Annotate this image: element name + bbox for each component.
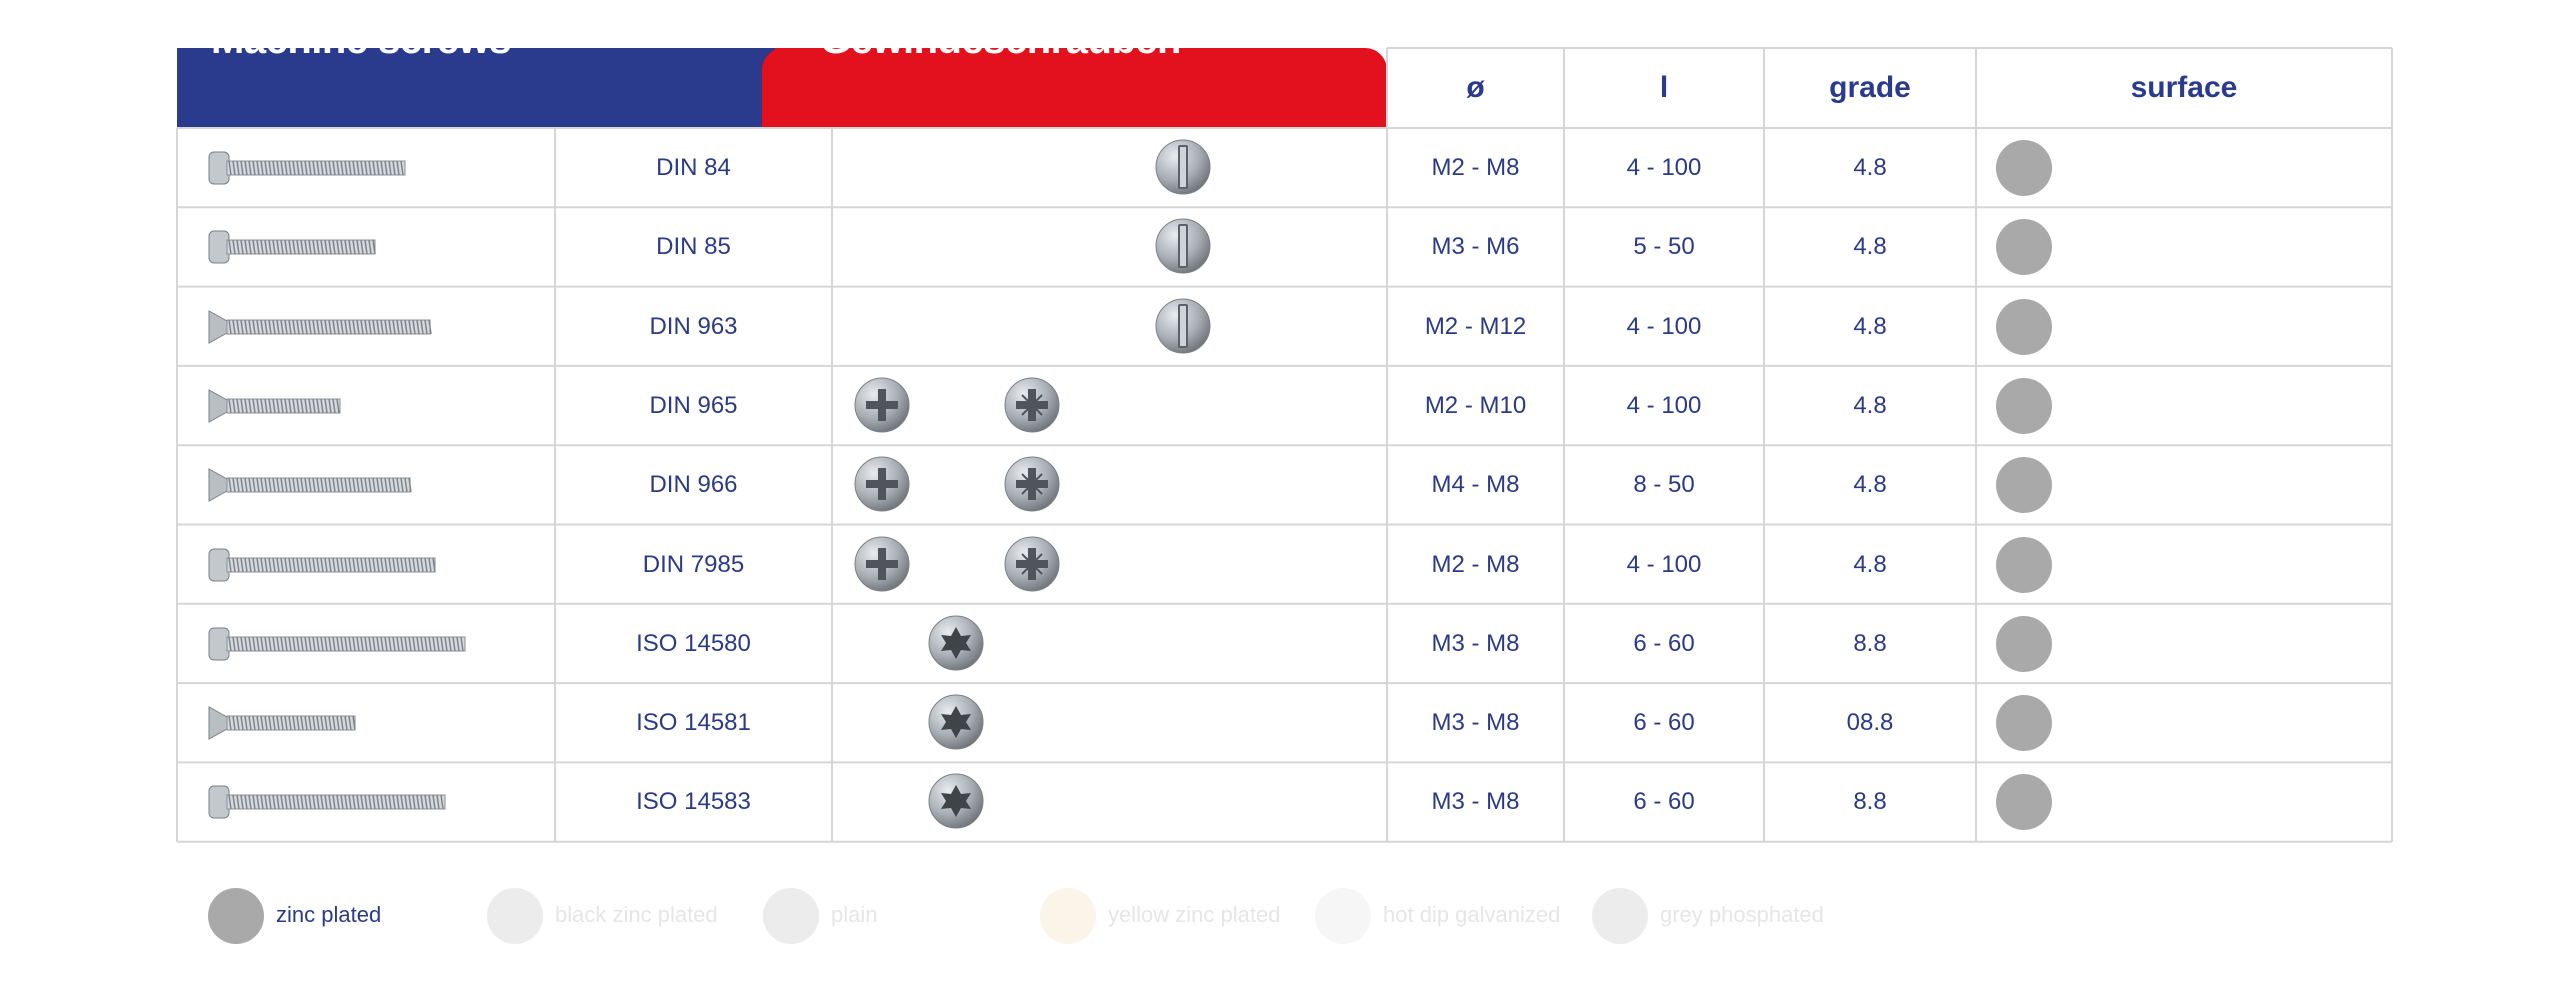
slotted-countersunk-screw-image bbox=[207, 307, 432, 347]
length-value: 6 - 60 bbox=[1633, 709, 1695, 737]
standard-label: DIN 966 bbox=[649, 471, 738, 499]
diameter-value: M3 - M8 bbox=[1431, 788, 1520, 816]
legend-label: hot dip galvanized bbox=[1383, 902, 1561, 927]
surface-zinc-dot bbox=[1996, 377, 2052, 434]
legend-swatch bbox=[1315, 888, 1371, 944]
phillips-drive-icon bbox=[854, 377, 910, 433]
grade-value: 08.8 bbox=[1846, 709, 1894, 737]
torx-drive-icon bbox=[928, 694, 984, 750]
pozidriv-drive-icon bbox=[1004, 377, 1060, 433]
column-header-length: l bbox=[1659, 71, 1669, 104]
slotted-cheese-drive-icon bbox=[1155, 139, 1211, 195]
standard-label: ISO 14583 bbox=[636, 788, 751, 816]
slotted-pan-drive-icon bbox=[1155, 218, 1211, 274]
diameter-value: M3 - M8 bbox=[1431, 709, 1520, 737]
grade-value: 8.8 bbox=[1853, 788, 1887, 816]
diameter-value: M3 - M8 bbox=[1431, 629, 1520, 657]
length-value: 5 - 50 bbox=[1633, 233, 1695, 261]
diameter-value: M2 - M10 bbox=[1424, 391, 1527, 419]
surface-zinc-dot bbox=[1996, 457, 2052, 514]
standard-label: DIN 84 bbox=[656, 154, 731, 181]
length-value: 4 - 100 bbox=[1626, 154, 1702, 181]
surface-zinc-dot bbox=[1996, 219, 2052, 276]
slotted-pan-head-screw-image bbox=[207, 227, 377, 267]
grade-value: 4.8 bbox=[1853, 154, 1887, 181]
legend-swatch bbox=[1040, 888, 1096, 944]
length-value: 4 - 100 bbox=[1626, 391, 1702, 419]
standard-label: DIN 7985 bbox=[642, 550, 745, 578]
legend-label: grey phosphated bbox=[1660, 902, 1824, 927]
grade-value: 4.8 bbox=[1853, 391, 1887, 419]
grade-value: 8.8 bbox=[1853, 629, 1887, 657]
phillips-drive-icon bbox=[854, 456, 910, 512]
surface-zinc-dot bbox=[1996, 536, 2052, 593]
pozidriv-drive-icon bbox=[1004, 456, 1060, 512]
length-value: 8 - 50 bbox=[1633, 471, 1695, 499]
torx-drive-icon bbox=[928, 773, 984, 829]
standard-label: DIN 85 bbox=[656, 233, 731, 261]
standard-label: DIN 963 bbox=[649, 312, 738, 340]
standard-label: DIN 965 bbox=[649, 391, 738, 419]
torx-cheese-head-screw-image bbox=[207, 624, 467, 664]
diameter-value: M2 - M12 bbox=[1424, 312, 1527, 340]
torx-drive-icon bbox=[928, 615, 984, 671]
column-header-diameter: ø bbox=[1466, 71, 1485, 104]
column-header-surface: surface bbox=[2130, 71, 2238, 104]
grade-value: 4.8 bbox=[1853, 471, 1887, 499]
surface-zinc-dot bbox=[1996, 615, 2052, 672]
legend-label: yellow zinc plated bbox=[1108, 902, 1281, 927]
page-title-german: Gewindeschrauben bbox=[820, 18, 1181, 62]
surface-zinc-dot bbox=[1996, 140, 2052, 196]
cross-pan-head-screw-image bbox=[207, 545, 437, 585]
slotted-cheese-head-screw-image bbox=[207, 148, 407, 188]
phillips-drive-icon bbox=[854, 536, 910, 592]
grade-value: 4.8 bbox=[1853, 233, 1887, 261]
column-header-grade: grade bbox=[1829, 71, 1911, 104]
diameter-value: M3 - M6 bbox=[1431, 233, 1520, 261]
length-value: 6 - 60 bbox=[1633, 629, 1695, 657]
header-banner-german bbox=[775, 48, 1387, 128]
grade-value: 4.8 bbox=[1853, 550, 1887, 578]
standard-label: ISO 14580 bbox=[636, 629, 751, 657]
legend-swatch bbox=[487, 888, 543, 944]
torx-countersunk-screw-image bbox=[207, 703, 357, 743]
grade-value: 4.8 bbox=[1853, 312, 1887, 340]
legend-swatch bbox=[208, 888, 264, 944]
surface-zinc-dot bbox=[1996, 298, 2052, 355]
torx-pan-head-screw-image bbox=[207, 782, 447, 822]
length-value: 4 - 100 bbox=[1626, 312, 1702, 340]
surface-zinc-dot bbox=[1996, 774, 2052, 831]
diameter-value: M2 - M8 bbox=[1431, 154, 1520, 181]
legend-label: zinc plated bbox=[276, 902, 382, 927]
cross-countersunk-screw-image bbox=[207, 386, 342, 426]
slotted-countersunk-drive-icon bbox=[1155, 298, 1211, 354]
legend-label: black zinc plated bbox=[555, 902, 718, 927]
page-title-english: Machine screws bbox=[211, 18, 511, 62]
diameter-value: M4 - M8 bbox=[1431, 471, 1520, 499]
legend-label: plain bbox=[831, 902, 878, 927]
pozidriv-drive-icon bbox=[1004, 536, 1060, 592]
length-value: 6 - 60 bbox=[1633, 788, 1695, 816]
legend-swatch bbox=[1592, 888, 1648, 944]
diameter-value: M2 - M8 bbox=[1431, 550, 1520, 578]
legend-swatch bbox=[763, 888, 819, 944]
cross-raised-countersunk-screw-image bbox=[207, 465, 412, 505]
surface-zinc-dot bbox=[1996, 695, 2052, 752]
length-value: 4 - 100 bbox=[1626, 550, 1702, 578]
standard-label: ISO 14581 bbox=[636, 709, 751, 737]
